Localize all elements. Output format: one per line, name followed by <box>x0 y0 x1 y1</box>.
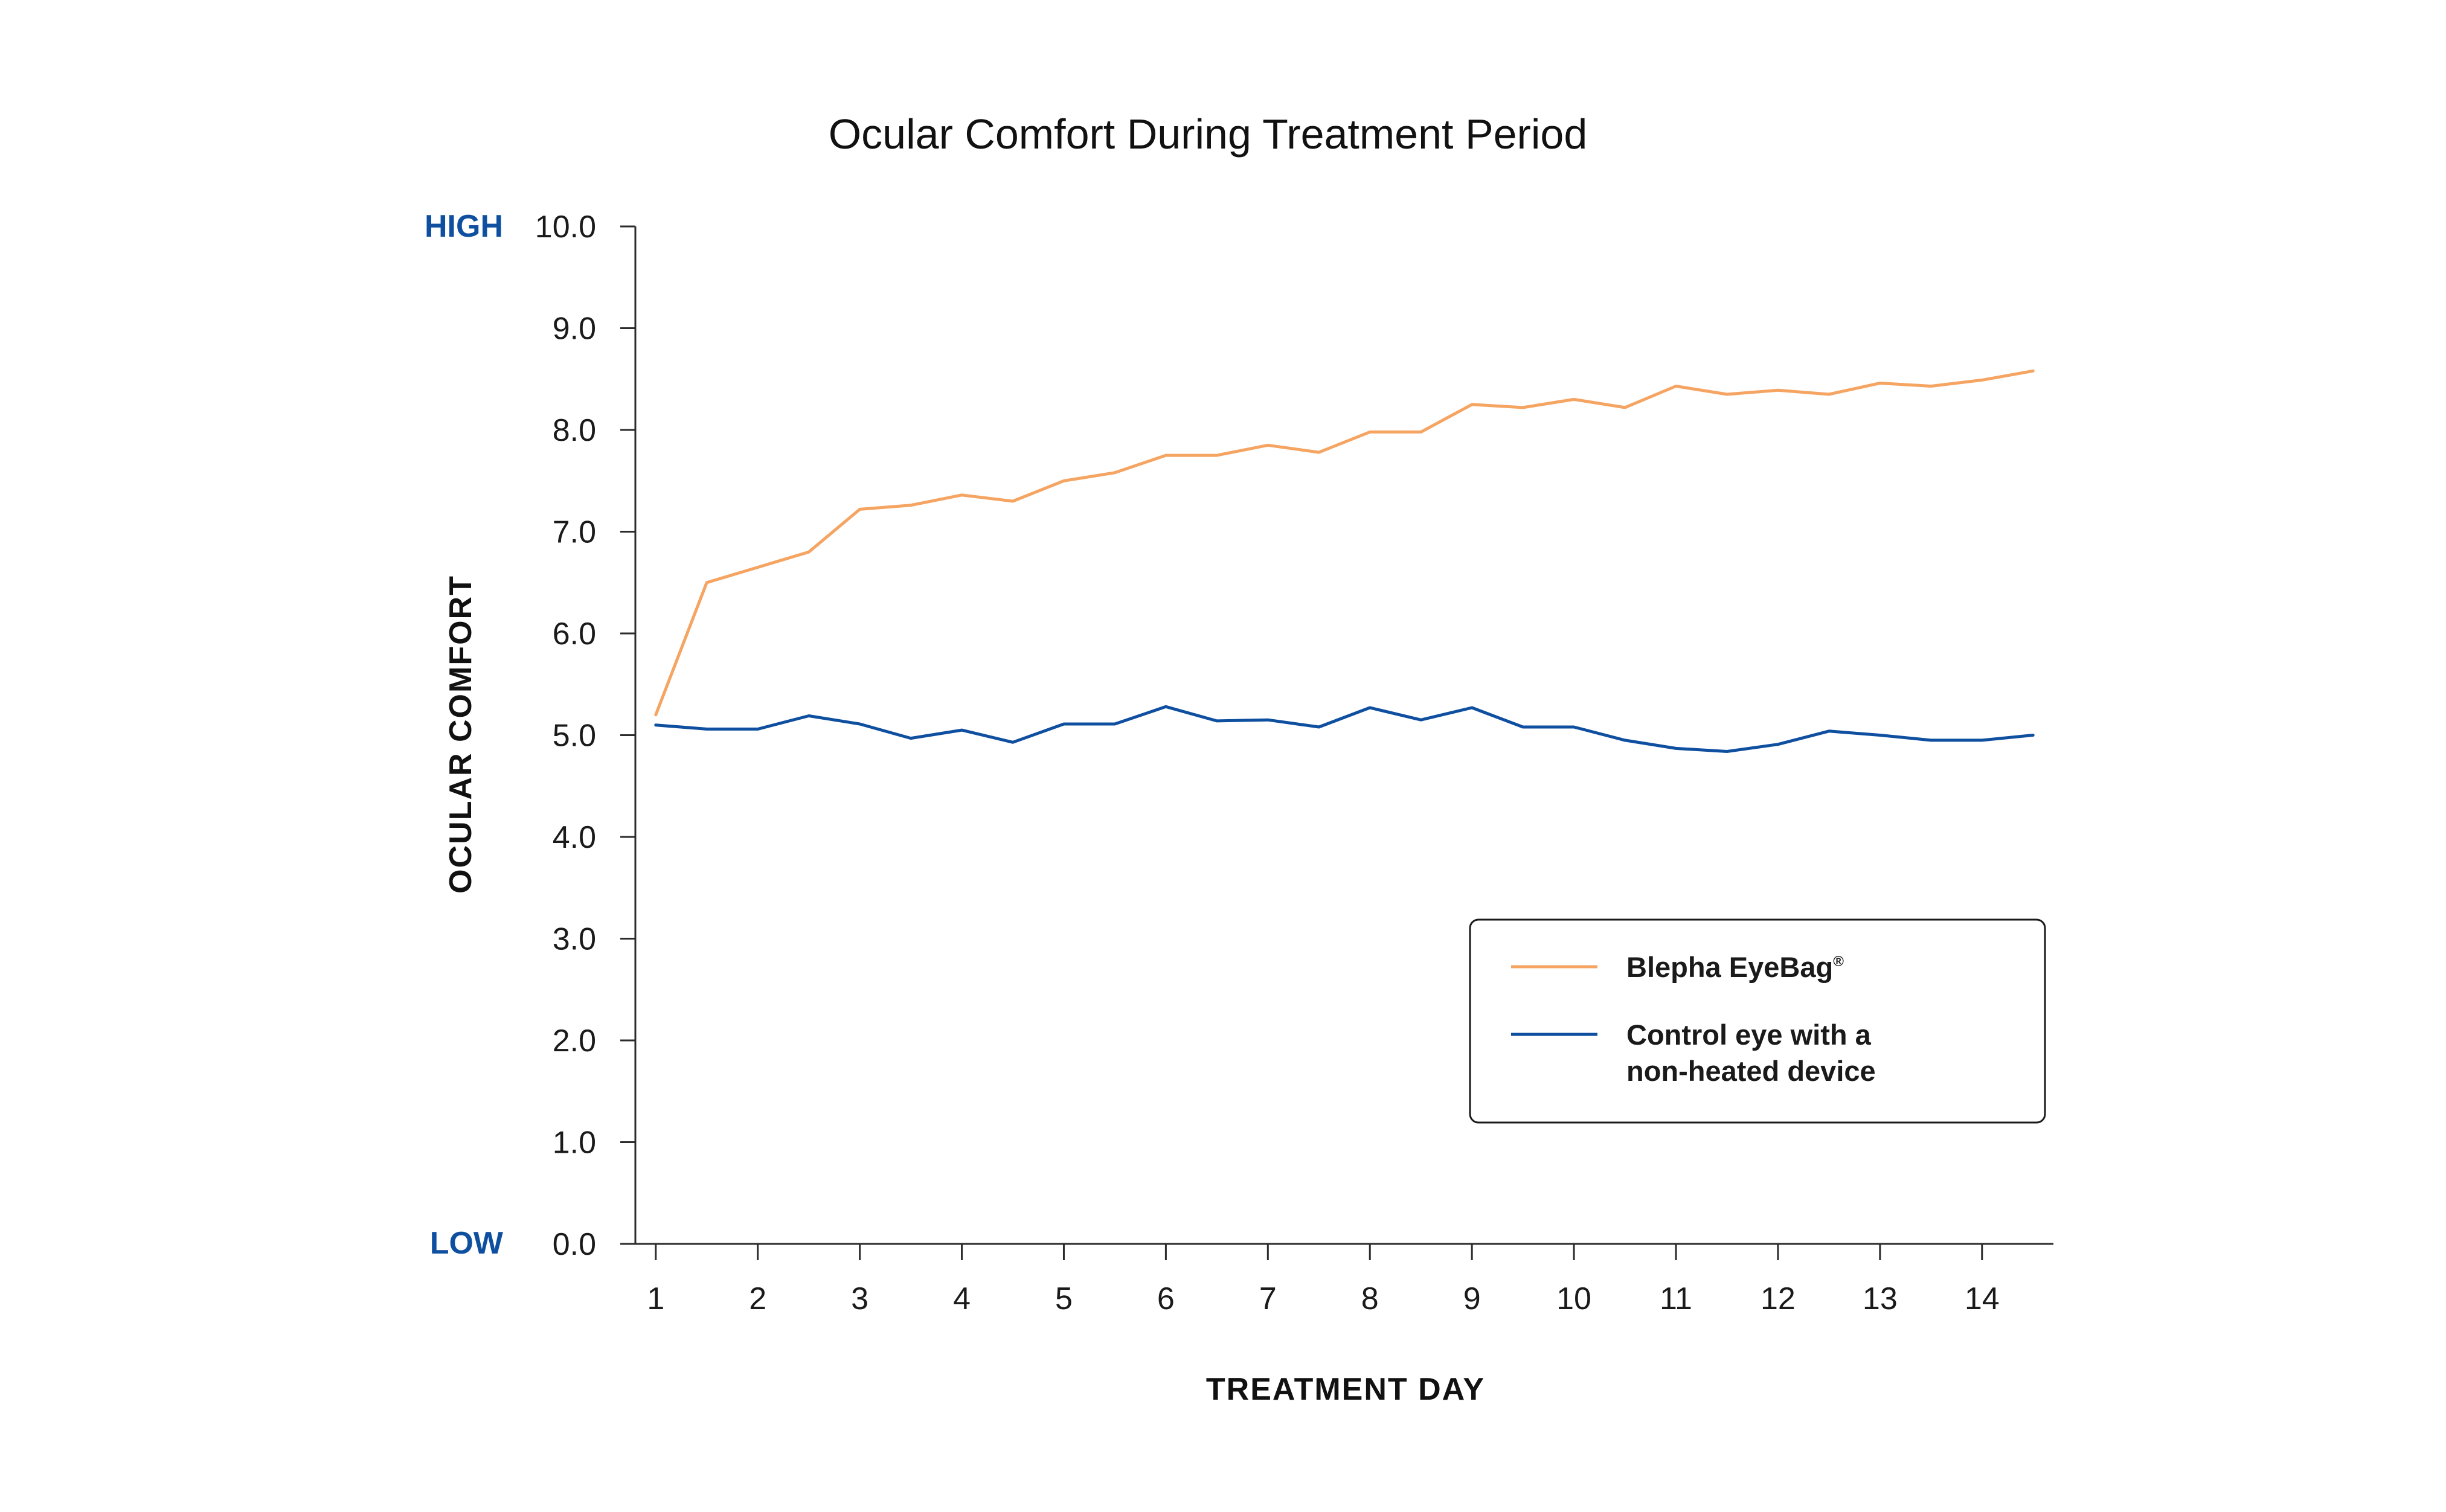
legend-label-control-eye-line-2: non-heated device <box>1626 1055 1876 1087</box>
x-tick-label: 8 <box>1361 1281 1379 1316</box>
y-tick-label: 3.0 <box>553 922 596 957</box>
x-tick-label: 7 <box>1259 1281 1277 1316</box>
series-line-0 <box>654 369 2035 717</box>
legend: Blepha EyeBag® Control eye with a non-he… <box>1469 918 2046 1124</box>
data-series <box>654 369 2035 753</box>
chart-title: Ocular Comfort During Treatment Period <box>829 111 1588 158</box>
registered-mark: ® <box>1833 953 1844 970</box>
series-line-1 <box>654 705 2035 753</box>
x-tick-label: 1 <box>647 1281 664 1316</box>
x-tick-label: 3 <box>851 1281 868 1316</box>
x-tick-label: 6 <box>1157 1281 1175 1316</box>
x-tick-label: 9 <box>1463 1281 1481 1316</box>
legend-label-blepha-eyebag-name: Blepha EyeBag <box>1626 951 1833 983</box>
x-tick-label: 11 <box>1660 1281 1692 1316</box>
y-tick-label: 1.0 <box>553 1126 596 1161</box>
y-tick-label: 0.0 <box>553 1227 596 1262</box>
legend-label-blepha-eyebag: Blepha EyeBag® <box>1626 951 1844 983</box>
y-tick-label: 10.0 <box>535 210 596 245</box>
y-axis: 0.0 1.0 2.0 3.0 4.0 5.0 6.0 7.0 8.0 9.0 10.0 <box>535 210 637 1262</box>
y-tick-label: 7.0 <box>553 515 596 550</box>
legend-label-control-eye-line-1: Control eye with a <box>1626 1019 1872 1051</box>
y-axis-title: OCULAR COMFORT <box>443 575 478 894</box>
y-scale-high-label: HIGH <box>425 209 503 244</box>
legend-box <box>1469 918 2046 1124</box>
y-scale-low-label: LOW <box>430 1226 504 1261</box>
x-tick-label: 5 <box>1055 1281 1073 1316</box>
x-tick-label: 12 <box>1761 1281 1796 1316</box>
y-tick-label: 2.0 <box>553 1023 596 1059</box>
y-tick-label: 6.0 <box>553 617 596 652</box>
y-tick-label: 9.0 <box>553 312 596 347</box>
x-axis: 1 2 3 4 5 6 7 8 9 10 11 12 13 14 <box>635 1243 2053 1316</box>
y-tick-label: 4.0 <box>553 820 596 855</box>
y-tick-label: 8.0 <box>553 413 596 448</box>
x-tick-label: 13 <box>1863 1281 1898 1316</box>
x-tick-label: 14 <box>1965 1281 2000 1316</box>
x-tick-label: 2 <box>749 1281 766 1316</box>
y-tick-label: 5.0 <box>553 719 596 754</box>
x-tick-label: 10 <box>1556 1281 1591 1316</box>
x-axis-title: TREATMENT DAY <box>1206 1372 1485 1407</box>
x-tick-label: 4 <box>953 1281 971 1316</box>
